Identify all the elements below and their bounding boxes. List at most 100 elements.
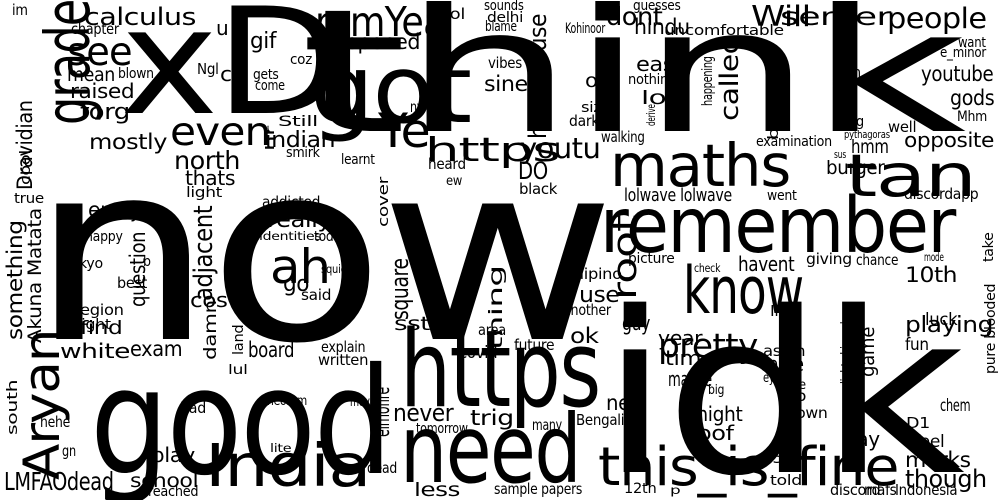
word-song-183: song	[834, 113, 864, 130]
word-lot-36: lot	[641, 86, 678, 109]
word-right-147: right	[75, 316, 111, 333]
word-well-186: well	[888, 117, 917, 136]
word-pythagoras-185: pythagoras	[844, 128, 890, 142]
word-opposite-85: opposite	[904, 128, 994, 153]
word-time-69: time	[665, 346, 715, 371]
word-pure-blooded-97: pure blooded	[983, 283, 999, 374]
word-squid-131: squid	[321, 262, 347, 277]
word-new-74: new	[606, 391, 646, 417]
word-lite-141: lite	[270, 441, 292, 456]
word-forg-46: forg	[80, 99, 130, 126]
word-still-162: Still	[278, 113, 318, 130]
word-light-198: light	[186, 184, 222, 201]
word-10th-84: 10th	[905, 263, 958, 289]
word-came-70: came	[760, 352, 804, 377]
word-ew-126: ew	[446, 174, 463, 189]
word-school-79: school	[130, 469, 199, 492]
word-blame-170: blame	[485, 18, 517, 35]
word-tan-16: tan	[845, 140, 977, 210]
word-hypotenuse-33: hypotenuse	[524, 13, 552, 140]
word-sample-papers-102: sample papers	[494, 479, 583, 498]
word-think-2: think	[300, 0, 966, 172]
word-blown-155: blown	[118, 65, 154, 82]
word-12th-103: 12th	[624, 480, 657, 497]
word-another-116: another	[563, 300, 611, 319]
word-hindu-30: hindu	[634, 15, 690, 41]
word-less-80: less	[414, 478, 460, 500]
word-sage-110: sage	[778, 378, 806, 393]
word-yup-108: Yup	[776, 386, 807, 405]
word-lol-167: lol	[445, 4, 465, 23]
word-gn-144: gn	[62, 441, 76, 460]
word-mmyea-17: mmYea	[315, 0, 445, 46]
word-sst-64: sst	[394, 312, 430, 335]
word-eyez-109: eyez	[763, 371, 786, 386]
word-cool-152: cool	[18, 150, 34, 185]
word-region-146: region	[74, 300, 124, 319]
word-went-189: went	[767, 187, 797, 204]
word-size-177: size	[581, 99, 612, 116]
word-sus-187: sus	[834, 148, 847, 162]
word-ok-67: ok	[570, 324, 599, 350]
word-do-65: DO	[518, 157, 548, 186]
word-lul-135: lul	[228, 363, 248, 378]
word-kyo-149: kyo	[79, 255, 103, 272]
word-game-88: game	[857, 326, 879, 377]
word-never-75: never	[393, 399, 454, 428]
word-written-134: written	[318, 350, 369, 369]
word-want-190: want	[958, 34, 986, 51]
word-mostly-47: mostly	[89, 130, 167, 156]
word-oh-35: oh	[585, 69, 611, 92]
word-asian-112: asian	[763, 341, 806, 360]
word-movie-138: movie	[350, 395, 378, 410]
word-know-11: know	[683, 254, 804, 330]
word-hr-163: hr	[263, 126, 277, 151]
word-kohinoor-172: Kohinoor	[565, 20, 606, 37]
word-filipino-114: filipino	[570, 264, 622, 283]
word-people-26: people	[887, 1, 987, 35]
word-true-151: true	[14, 190, 44, 207]
word-tomorrow-120: tomorrow	[416, 420, 468, 437]
word-burger-38: burger	[826, 156, 885, 179]
word-mode-194: mode	[924, 250, 944, 265]
word-learnt-165: learnt	[341, 151, 375, 168]
word-nothing-175: nothing	[628, 71, 677, 88]
word-d1-106: D1	[906, 413, 930, 432]
word-derive-179: derive	[644, 104, 658, 126]
word-chance-195: chance	[856, 250, 899, 269]
word-chem-95: chem	[940, 395, 971, 415]
word-area-118: area	[478, 320, 506, 339]
word-b5-105: B5	[760, 448, 784, 467]
word-dark-178: dark	[569, 111, 600, 130]
word-white-57: white	[60, 339, 130, 364]
word-raised-48: raised	[70, 79, 135, 104]
word-ah-15: ah	[270, 240, 331, 296]
word-cos-56: cos	[190, 288, 228, 313]
word-crown-107: crown	[782, 403, 828, 422]
word-gets-160: gets	[253, 66, 279, 83]
word-uncomfortable-174: uncomfortable	[664, 22, 784, 39]
word-now-0: now	[30, 110, 616, 399]
word-vibes-171: vibes	[488, 53, 522, 72]
word-feel-96: feel	[914, 431, 945, 451]
word-future-117: future	[514, 335, 555, 354]
word-indian-39: indian	[265, 127, 336, 154]
word-gods-87: gods	[950, 86, 995, 112]
word-discord-100: discord	[830, 480, 881, 499]
word-thats-41: thats	[185, 166, 236, 191]
word-https-6: https	[400, 307, 601, 432]
word-really-42: really	[267, 207, 332, 234]
word-maths-9: maths	[610, 130, 791, 200]
word-north-40: north	[174, 146, 240, 176]
word-https-20: https	[425, 130, 561, 170]
word-cdn-184: cdn	[837, 64, 861, 81]
word-come-161: come	[255, 77, 285, 94]
word-theorem-137: theorem	[263, 394, 308, 409]
word-youtube-86: youtube	[921, 62, 994, 88]
word-indonesia-99: Indonesia	[895, 480, 958, 499]
word-see-19: see	[67, 30, 133, 76]
word-emoji-43: emoji	[88, 198, 143, 224]
word-xd-3: xD	[120, 0, 343, 148]
word-mhm-192: Mhm	[957, 108, 988, 125]
